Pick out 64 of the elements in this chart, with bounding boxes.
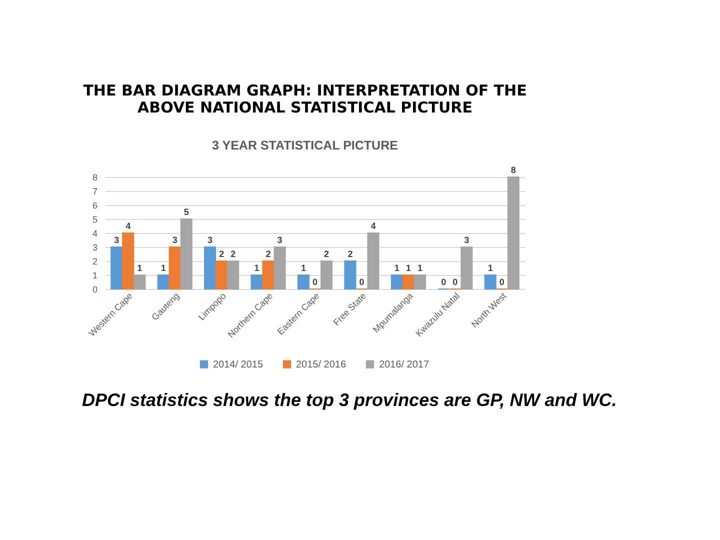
y-tick-label: 6 [92,200,98,210]
bar [402,274,414,290]
data-label: 8 [510,165,516,175]
bar [227,260,240,290]
data-label: 3 [208,235,213,245]
y-tick-label: 1 [92,270,98,280]
bar [344,260,356,290]
bar [460,246,473,290]
bar [134,274,146,290]
data-label: 2 [348,249,353,259]
chart-title: THE BAR DIAGRAM GRAPH: INTERPRETATION OF THE ABOVE NATIONAL STATISTICAL PICTURE [83,82,527,116]
y-tick-label: 3 [92,242,98,252]
data-label: 0 [441,277,446,287]
bar [157,274,170,290]
data-label: 1 [417,263,422,273]
bar [250,274,263,290]
data-label: 5 [184,207,189,217]
data-label: 3 [277,235,282,245]
data-label: 3 [172,235,178,245]
legend-label: 2014/ 2015 [213,359,264,370]
bar [216,260,228,290]
data-label: 1 [137,263,142,273]
data-label: 2 [324,249,330,259]
bar [367,232,380,290]
bar [262,260,274,290]
data-label: 4 [126,221,131,231]
data-label: 1 [394,263,400,273]
y-tick-label: 0 [92,284,98,294]
text: DPCI statistics shows the top 3 provinces are GP, NW and WC. [82,390,617,410]
bar [414,274,426,290]
data-label: 2 [219,249,224,259]
bar [297,274,310,290]
data-label: 1 [406,263,411,273]
y-tick-label: 7 [92,186,98,196]
bar [320,260,333,290]
data-label: 3 [464,235,470,245]
bar [274,246,286,290]
data-label: 0 [499,277,504,287]
data-label: 1 [300,263,306,273]
y-tick-label: 5 [92,214,98,224]
bar [507,176,520,290]
data-label: 2 [266,249,271,259]
data-label: 0 [312,277,318,287]
bar [390,274,403,290]
data-label: 0 [452,277,458,287]
y-tick-label: 2 [92,256,98,266]
legend-label: 2015/ 2016 [296,359,346,370]
bar [122,232,134,290]
bar [110,246,123,290]
data-label: 0 [359,277,364,287]
data-label: 2 [230,249,236,259]
bar [168,246,181,290]
y-tick-label: 4 [92,228,98,238]
data-label: 1 [160,263,166,273]
data-label: 1 [254,263,260,273]
data-label: 3 [114,235,120,245]
y-tick-label: 8 [92,172,98,182]
data-label: 1 [488,263,493,273]
legend-label: 2016/ 2017 [379,359,430,370]
bar [204,246,216,290]
bar [180,218,192,290]
bar [484,274,496,290]
chart-subtitle: 3 YEAR STATISTICAL PICTURE [212,138,398,152]
data-label: 4 [370,221,376,231]
